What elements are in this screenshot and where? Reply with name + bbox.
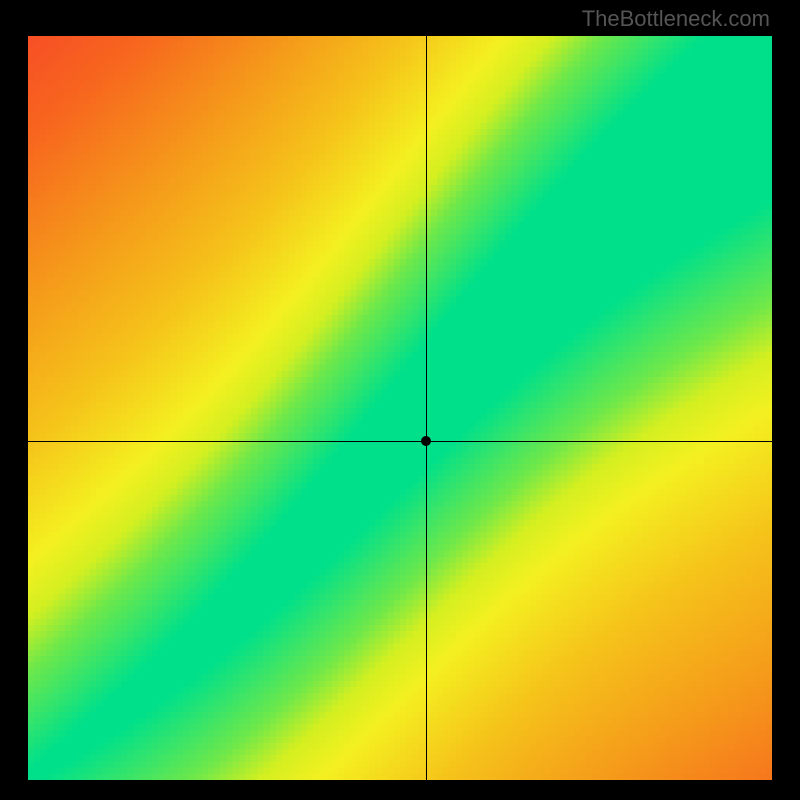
- chart-container: TheBottleneck.com: [0, 0, 800, 800]
- heatmap-canvas: [28, 36, 772, 780]
- crosshair-horizontal: [28, 441, 772, 442]
- watermark-text: TheBottleneck.com: [582, 6, 770, 32]
- crosshair-vertical: [426, 36, 427, 780]
- plot-area: [28, 36, 772, 780]
